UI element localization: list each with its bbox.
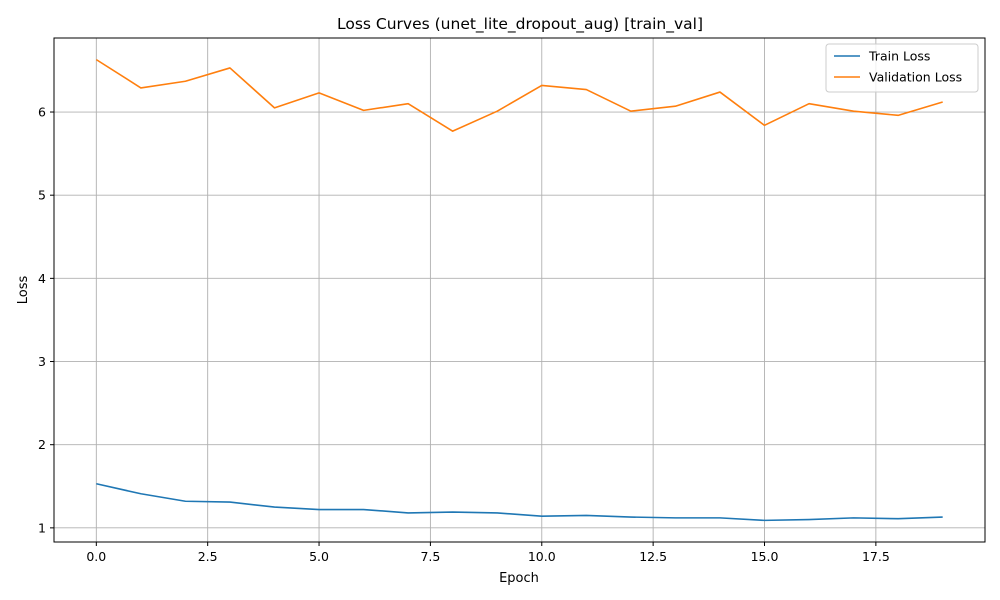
chart-title: Loss Curves (unet_lite_dropout_aug) [tra… xyxy=(337,15,703,34)
x-tick-label: 5.0 xyxy=(309,549,329,564)
x-axis-ticks: 0.0 2.5 5.0 7.5 10.0 12.5 15.0 17.5 xyxy=(86,542,890,564)
x-tick-label: 2.5 xyxy=(198,549,218,564)
y-tick-label: 1 xyxy=(38,520,46,535)
y-axis-label: Loss xyxy=(16,276,31,305)
legend-box xyxy=(825,43,979,93)
x-axis-label: Epoch xyxy=(499,571,539,586)
y-tick-label: 3 xyxy=(38,354,46,369)
y-tick-label: 5 xyxy=(38,188,46,203)
grid-lines xyxy=(54,38,985,542)
series-line-validation-loss xyxy=(95,58,943,132)
plot-area-frame xyxy=(53,37,986,543)
series-lines xyxy=(95,58,943,522)
series-line-train-loss xyxy=(96,482,943,522)
x-tick-label: 0.0 xyxy=(86,549,106,564)
y-tick-label: 2 xyxy=(38,437,46,452)
y-tick-label: 6 xyxy=(38,105,46,120)
x-tick-label: 10.0 xyxy=(528,549,556,564)
legend-label: Validation Loss xyxy=(869,70,962,85)
y-axis-ticks: 1 2 3 4 5 6 xyxy=(38,105,54,535)
x-tick-label: 17.5 xyxy=(862,549,890,564)
y-tick-label: 4 xyxy=(38,271,46,286)
legend-label: Train Loss xyxy=(868,49,930,64)
x-tick-label: 7.5 xyxy=(420,549,440,564)
x-tick-label: 15.0 xyxy=(751,549,779,564)
legend: Train Loss Validation Loss xyxy=(825,43,979,93)
x-tick-label: 12.5 xyxy=(639,549,667,564)
